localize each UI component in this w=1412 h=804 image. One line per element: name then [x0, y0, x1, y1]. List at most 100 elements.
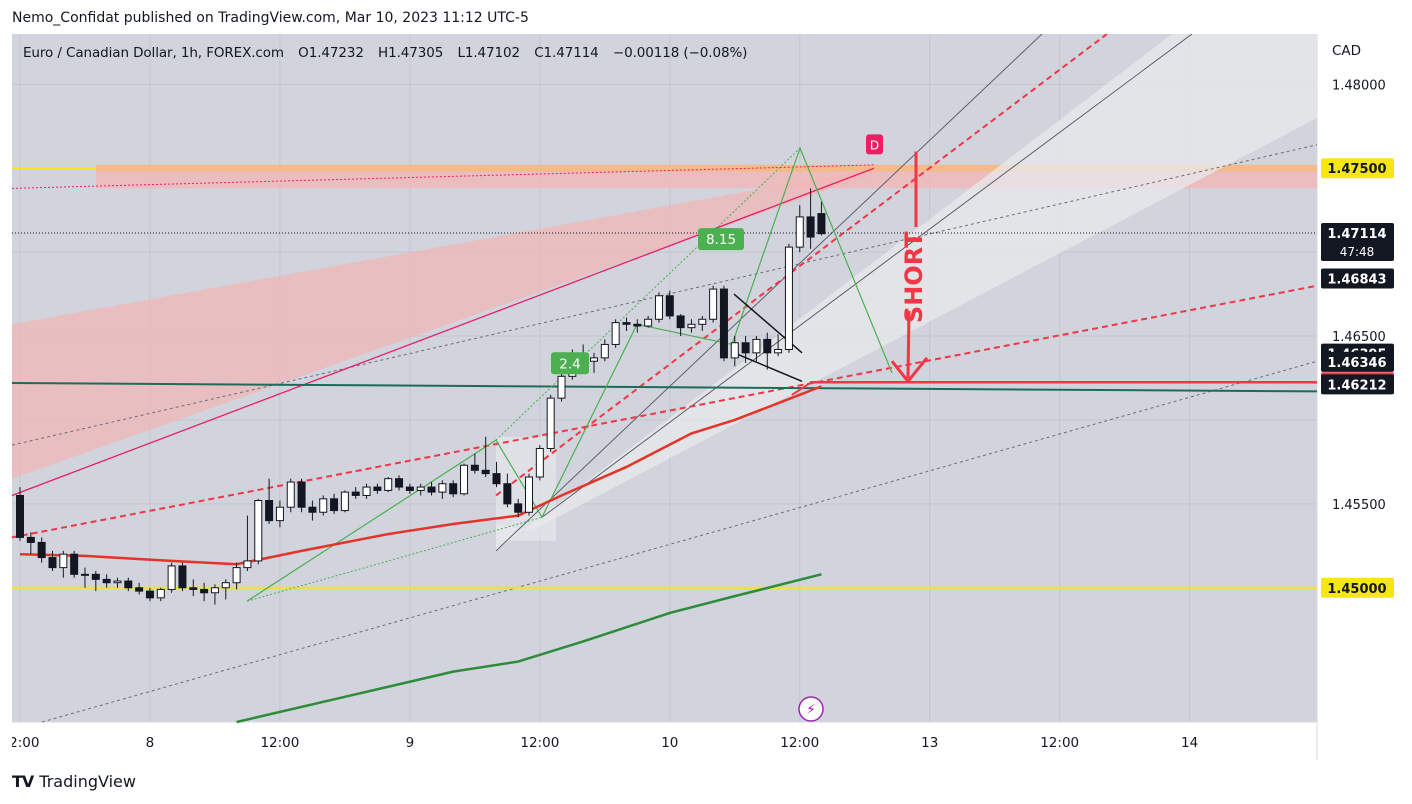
candle-body: [687, 323, 696, 329]
price-tick-label: 1.48000: [1332, 78, 1386, 93]
candle-body: [113, 580, 122, 584]
price-label-1.46212: 1.46212: [1321, 374, 1394, 395]
candle-body: [362, 486, 371, 496]
tradingview-logo-icon: 𝗧𝗩: [12, 772, 34, 791]
countdown-label: 47:48: [1340, 245, 1375, 259]
candle-body: [102, 578, 111, 584]
legend-open-label: O: [298, 45, 309, 61]
candle-body: [232, 567, 241, 584]
candle-body: [698, 318, 707, 325]
lightning-icon-circle: [798, 696, 824, 722]
legend-close-label: C: [534, 45, 544, 61]
price-label-value: 1.46843: [1327, 272, 1386, 287]
price-label-1.46843: 1.46843: [1321, 268, 1394, 289]
candle-body: [178, 565, 187, 589]
resistance-zone-top: [96, 164, 1317, 172]
harmonic-xb-line: [246, 516, 543, 602]
lightning-icon: ⚡: [806, 702, 816, 718]
candle-body: [243, 560, 252, 569]
candle-body: [481, 469, 490, 475]
candle-body: [395, 478, 404, 488]
candle-body: [308, 506, 317, 513]
candle-body: [633, 323, 642, 327]
candle-body: [644, 318, 653, 327]
legend-low-label: L: [457, 45, 465, 61]
long-trendline-upper: [12, 144, 1318, 446]
price-label-box: [1321, 223, 1394, 262]
legend-high-label: H: [378, 45, 389, 61]
candle-body: [156, 588, 165, 599]
candle-body: [189, 587, 198, 590]
time-tick-label: 12:00: [1040, 735, 1079, 751]
tradingview-brand: TradingView: [39, 772, 136, 791]
rising-channel-fill: [496, 34, 1317, 551]
candle-body: [200, 588, 209, 594]
price-chart[interactable]: SHORT 8.15 2.4 D ⚡ CAD 1.48000 1.46500 1.45500 12…: [12, 34, 1400, 760]
published-info: Nemo_Confidat published on TradingView.c…: [12, 10, 529, 26]
candle-body: [719, 288, 728, 359]
candle-body: [622, 322, 631, 325]
candle-body: [784, 246, 793, 350]
candle-body: [297, 481, 306, 508]
candle-body: [557, 375, 566, 399]
candle-body: [730, 342, 739, 359]
ratio-label-24: 2.4: [551, 352, 589, 375]
legend-close-value: 1.47114: [543, 45, 599, 61]
ratio-label-24-box: [551, 352, 589, 375]
legend-symbol: Euro / Canadian Dollar, 1h, FOREX.com: [23, 45, 284, 61]
tradingview-logo[interactable]: 𝗧𝗩 TradingView: [12, 772, 136, 791]
ratio-label-815: 8.15: [698, 228, 744, 251]
candle-body: [210, 587, 219, 594]
candle-body: [806, 216, 815, 238]
candle-body: [80, 573, 89, 576]
candle-body: [221, 582, 230, 589]
candle-body: [384, 478, 393, 491]
price-label-box: [1321, 158, 1394, 179]
candle-body: [460, 464, 469, 495]
candle-body: [438, 483, 447, 493]
ratio-label-815-text: 8.15: [706, 232, 736, 248]
ratio-label-815-box: [698, 228, 744, 251]
candle-body: [535, 447, 544, 478]
candle-body: [48, 557, 57, 569]
candle-body: [265, 499, 274, 522]
candle-body: [340, 491, 349, 512]
symbol-legend: Euro / Canadian Dollar, 1h, FOREX.com O 1…: [23, 45, 747, 61]
candle-body: [654, 295, 663, 320]
price-axis-background: [1317, 34, 1400, 760]
candle-body: [59, 553, 68, 569]
candle-body: [676, 315, 685, 329]
time-tick-label: 12:00: [520, 735, 559, 751]
candle-body: [525, 476, 534, 513]
price-label-1.46346: 1.46346: [1321, 351, 1394, 372]
ema-extension-line: [791, 382, 811, 396]
price-label-1.45000: 1.45000: [1321, 577, 1394, 598]
candle-body: [135, 587, 144, 592]
candle-body: [351, 491, 360, 496]
short-arrow-head: [890, 356, 929, 384]
price-label-box: [1321, 577, 1394, 598]
candle-body: [546, 397, 555, 449]
d-label-box: [866, 134, 883, 155]
price-label-1.47500: 1.47500: [1321, 158, 1394, 179]
price-tick-label: 1.46500: [1332, 330, 1386, 345]
time-tick-label: 12:00: [260, 735, 299, 751]
legend-low-value: 1.47102: [464, 45, 521, 61]
candle-body: [70, 553, 79, 575]
long-trendline-lower: [41, 360, 1318, 723]
time-tick-label: 13: [921, 735, 938, 751]
price-label-value: 1.45000: [1327, 582, 1386, 597]
price-label-box: [1321, 268, 1394, 289]
candle-body: [319, 498, 328, 513]
candle-body: [611, 322, 620, 345]
price-label-1.47114: 1.47114 47:48: [1321, 223, 1394, 262]
time-tick-label: 10: [661, 735, 678, 751]
candle-body: [427, 486, 436, 493]
price-label-value: 1.46346: [1327, 356, 1386, 371]
candle-body: [741, 342, 750, 354]
candle-body: [600, 343, 609, 359]
ratio-label-24-text: 2.4: [559, 356, 580, 372]
candle-body: [286, 481, 295, 508]
candle-body: [470, 464, 479, 471]
dashed-red-channel: [495, 34, 1108, 497]
